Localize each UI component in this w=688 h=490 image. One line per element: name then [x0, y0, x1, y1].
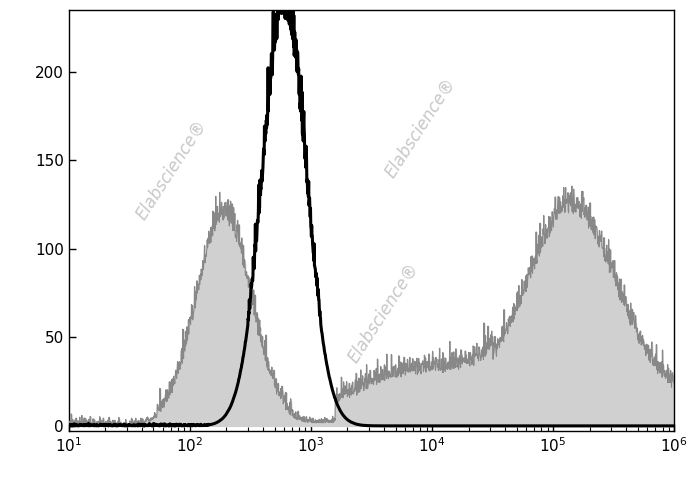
Text: Elabscience®: Elabscience® [381, 74, 459, 181]
Text: Elabscience®: Elabscience® [345, 260, 422, 367]
Text: Elabscience®: Elabscience® [133, 117, 211, 223]
